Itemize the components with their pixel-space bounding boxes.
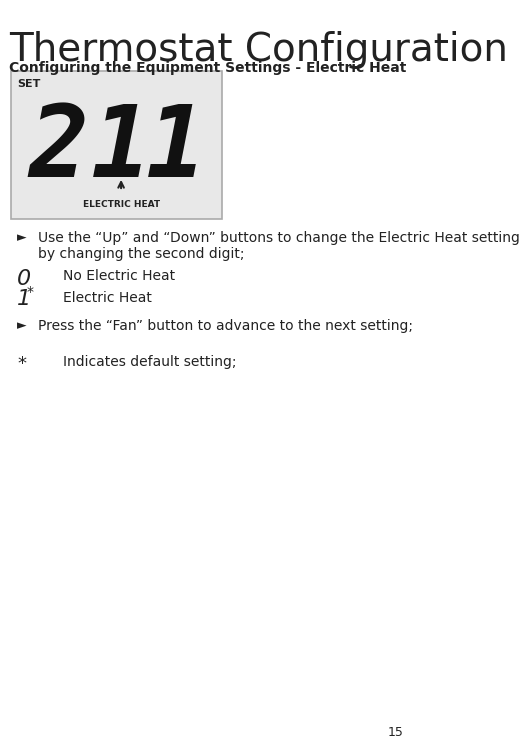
Text: ►: ►	[17, 319, 27, 332]
Text: 0: 0	[17, 269, 31, 289]
Text: 2: 2	[28, 101, 88, 198]
Text: Indicates default setting;: Indicates default setting;	[63, 355, 236, 369]
Text: *: *	[27, 285, 34, 299]
Text: Thermostat Configuration: Thermostat Configuration	[9, 31, 508, 69]
Text: ELECTRIC HEAT: ELECTRIC HEAT	[82, 200, 160, 209]
Text: 1: 1	[146, 101, 206, 198]
Text: Configuring the Equipment Settings - Electric Heat: Configuring the Equipment Settings - Ele…	[9, 61, 407, 75]
Text: *: *	[17, 355, 26, 373]
Text: No Electric Heat: No Electric Heat	[63, 269, 175, 283]
Text: by changing the second digit;: by changing the second digit;	[38, 247, 244, 261]
Text: 1: 1	[91, 101, 151, 198]
Text: SET: SET	[17, 79, 40, 89]
Text: Use the “Up” and “Down” buttons to change the Electric Heat setting: Use the “Up” and “Down” buttons to chang…	[38, 231, 520, 245]
Text: ►: ►	[17, 231, 27, 244]
Text: 15: 15	[387, 726, 403, 739]
Text: Electric Heat: Electric Heat	[63, 291, 152, 305]
FancyBboxPatch shape	[11, 71, 222, 219]
Text: 1: 1	[17, 289, 31, 309]
Text: Press the “Fan” button to advance to the next setting;: Press the “Fan” button to advance to the…	[38, 319, 413, 333]
